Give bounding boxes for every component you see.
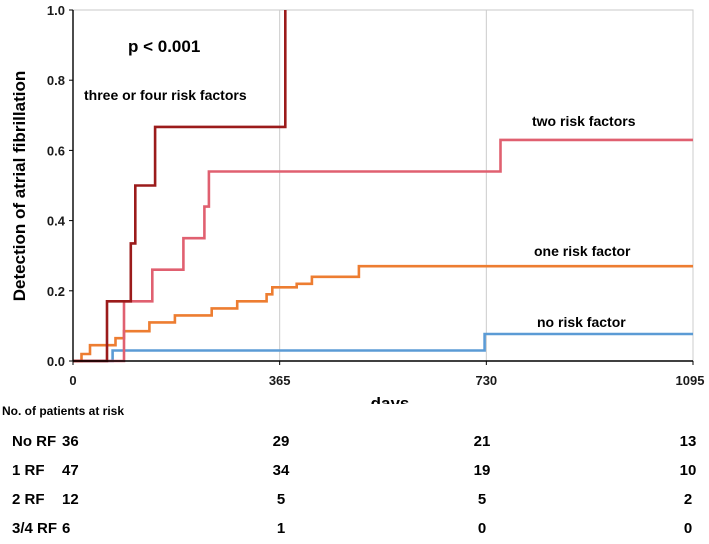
grid-lines: [279, 10, 694, 361]
risk-row-2-rf: 2 RF 12 5 5 2: [0, 491, 709, 515]
risk-row-label: 3/4 RF: [12, 520, 58, 537]
risk-cell: 10: [679, 462, 697, 479]
risk-row-1-rf: 1 RF 47 34 19 10: [0, 462, 709, 486]
x-tick-labels: 0 365 730 1095: [69, 361, 704, 388]
patients-at-risk-table: No. of patients at risk No RF 36 29 21 1…: [0, 404, 709, 539]
risk-cell: 21: [473, 433, 491, 450]
series-line-three-or-four-risk-factors: [73, 10, 287, 363]
y-tick-label: 0.8: [47, 73, 65, 88]
plot-area: [72, 9, 694, 362]
label-one-risk-factor: one risk factor: [534, 243, 631, 259]
label-no-risk-factor: no risk factor: [537, 314, 626, 330]
y-tick-labels: 0.0 0.2 0.4 0.6 0.8 1.0: [47, 3, 73, 369]
risk-row-label: 2 RF: [12, 491, 45, 508]
series-line-one-risk-factor: [73, 264, 693, 363]
x-tick-label: 0: [69, 373, 76, 388]
label-two-risk-factors: two risk factors: [532, 113, 636, 129]
risk-cell: 1: [276, 520, 286, 537]
risk-row-label: No RF: [12, 433, 57, 450]
risk-cell: 0: [683, 520, 693, 537]
risk-row-label: 1 RF: [12, 462, 45, 479]
risk-row-no-rf: No RF 36 29 21 13: [0, 433, 709, 457]
km-chart: 0 365 730 1095 0.0 0.2 0.4 0.6 0.8 1.0 days Dete…: [10, 3, 704, 404]
risk-cell: 13: [679, 433, 697, 450]
risk-cell: 0: [477, 520, 487, 537]
x-axis-title: days: [371, 394, 410, 404]
risk-cell: 47: [62, 462, 79, 479]
x-tick-label: 730: [475, 373, 497, 388]
y-tick-label: 0.6: [47, 143, 65, 158]
risk-cell: 5: [477, 491, 487, 508]
risk-cell: 19: [473, 462, 491, 479]
risk-table-title: No. of patients at risk: [2, 404, 125, 418]
y-tick-label: 1.0: [47, 3, 65, 18]
axes: [72, 10, 693, 362]
label-three-or-four-risk-factors: three or four risk factors: [84, 87, 247, 103]
x-tick-label: 365: [269, 373, 291, 388]
y-axis-title: Detection of atrial fibrillation: [10, 71, 29, 301]
risk-cell: 2: [683, 491, 693, 508]
risk-cell: 34: [272, 462, 290, 479]
y-tick-label: 0.2: [47, 284, 65, 299]
risk-cell: 36: [62, 433, 79, 450]
risk-cell: 12: [62, 491, 79, 508]
risk-row-3-4-rf: 3/4 RF 6 1 0 0: [0, 520, 709, 544]
p-value-annotation: p < 0.001: [128, 37, 200, 56]
risk-cell: 29: [272, 433, 290, 450]
x-tick-label: 1095: [676, 373, 705, 388]
y-tick-label: 0.4: [47, 214, 66, 229]
risk-cell: 5: [276, 491, 286, 508]
risk-cell: 6: [62, 520, 71, 537]
y-tick-label: 0.0: [47, 354, 65, 369]
